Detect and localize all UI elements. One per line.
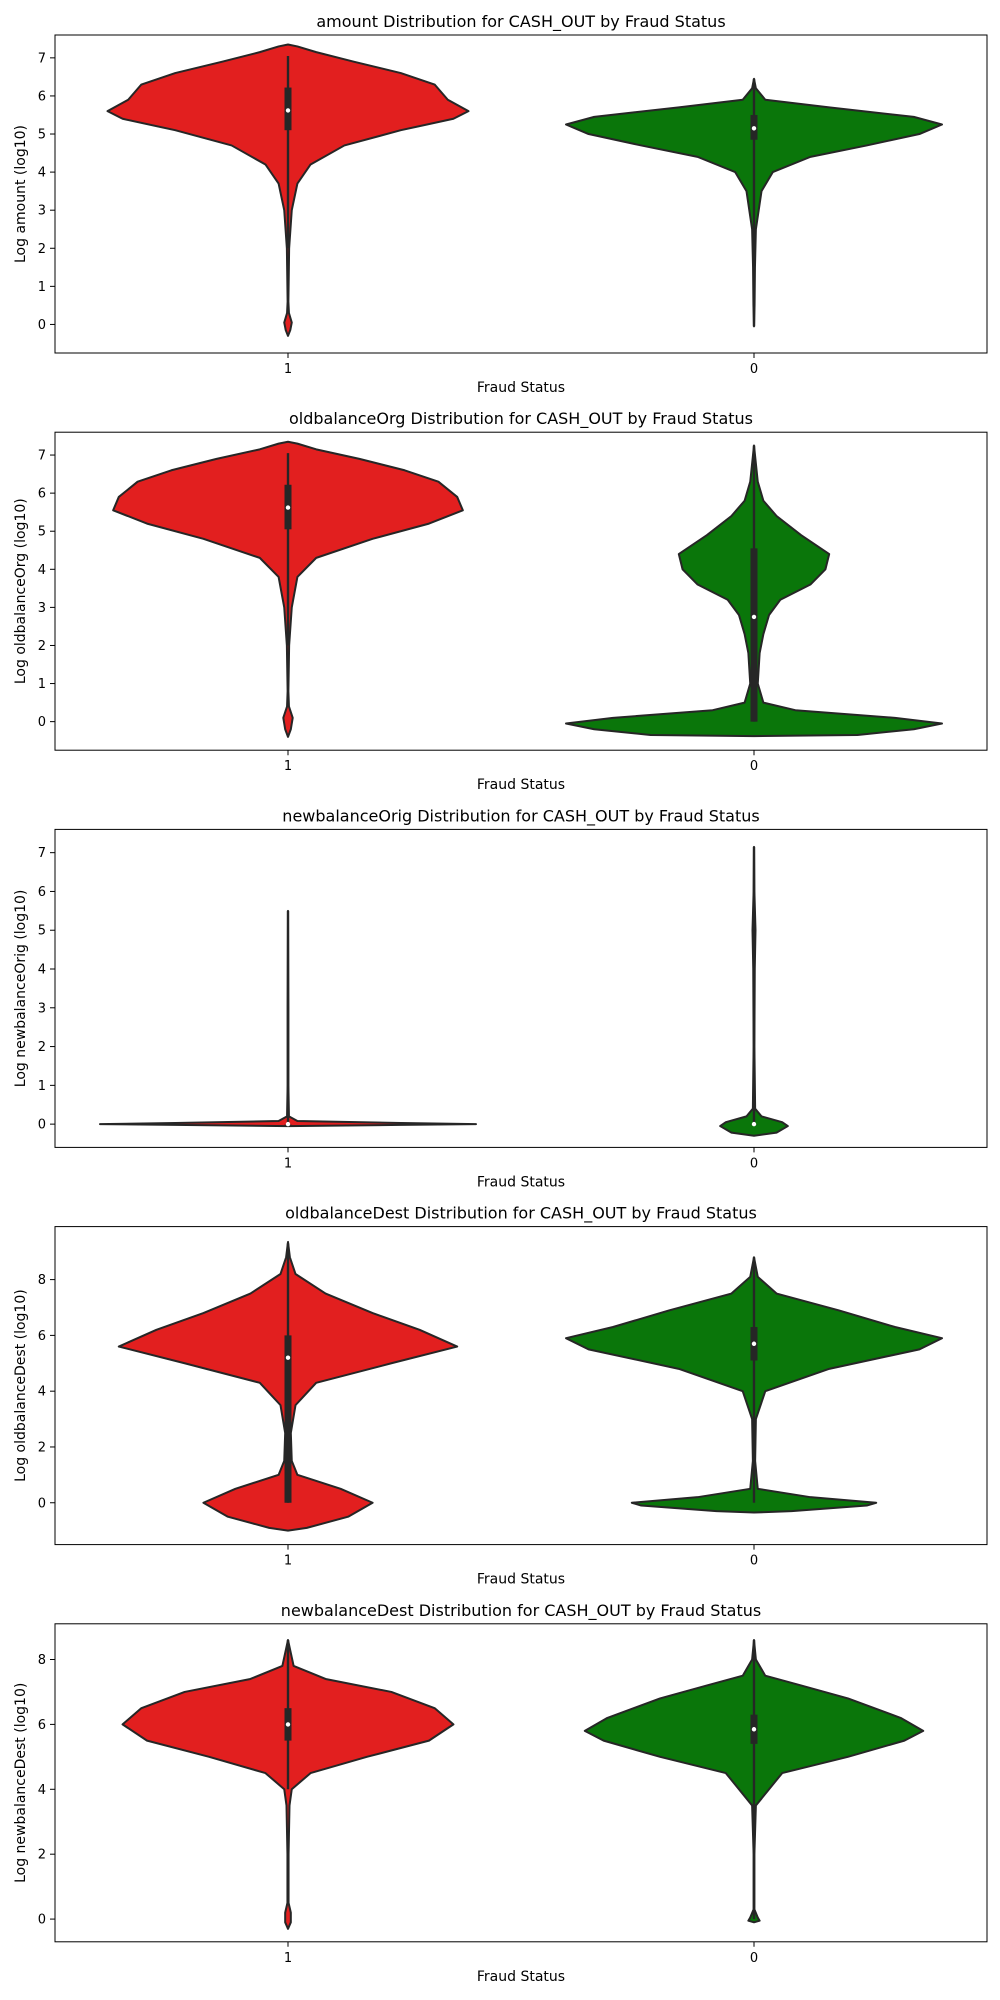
chart-title: oldbalanceOrg Distribution for CASH_OUT …	[289, 409, 753, 429]
y-tick-label: 0	[38, 715, 46, 730]
x-tick-label: 0	[750, 1554, 758, 1569]
median-dot-0	[751, 1727, 757, 1732]
y-tick-label: 0	[38, 318, 46, 333]
y-tick-label: 4	[38, 1783, 46, 1798]
plot-frame	[54, 34, 988, 354]
median-dot-1	[285, 1722, 291, 1727]
x-axis-label: Fraud Status	[477, 380, 565, 396]
y-tick-label: 2	[38, 1040, 46, 1055]
plot-frame	[54, 431, 988, 751]
y-tick-label: 4	[38, 563, 46, 578]
x-tick-label: 1	[284, 1951, 292, 1966]
y-tick-label: 3	[38, 601, 46, 616]
y-tick-label: 6	[38, 1718, 46, 1733]
y-tick-label: 4	[38, 1385, 46, 1400]
y-tick-label: 0	[38, 1913, 46, 1928]
y-tick-label: 5	[38, 128, 46, 143]
y-tick-label: 6	[38, 885, 46, 900]
y-tick-label: 4	[38, 963, 46, 978]
subplot-2: oldbalanceOrg Distribution for CASH_OUT …	[13, 409, 988, 793]
median-dot-1	[285, 108, 291, 113]
x-tick-label: 1	[284, 362, 292, 377]
plot-frame	[54, 1623, 988, 1943]
y-tick-label: 6	[38, 1329, 46, 1344]
x-tick-label: 0	[750, 1156, 758, 1171]
chart-title: amount Distribution for CASH_OUT by Frau…	[316, 12, 725, 32]
median-dot-1	[285, 505, 291, 510]
chart-title: newbalanceDest Distribution for CASH_OUT…	[281, 1601, 761, 1621]
iqr-box-0	[750, 548, 758, 722]
x-tick-label: 1	[284, 1156, 292, 1171]
y-tick-label: 1	[38, 280, 46, 295]
y-tick-label: 2	[38, 242, 46, 257]
chart-title: newbalanceOrig Distribution for CASH_OUT…	[282, 806, 759, 826]
y-tick-label: 0	[38, 1118, 46, 1133]
y-tick-label: 1	[38, 1079, 46, 1094]
y-tick-label: 7	[38, 846, 46, 861]
median-dot-0	[751, 614, 757, 620]
plot-frame	[54, 1226, 988, 1546]
x-axis-label: Fraud Status	[477, 1174, 565, 1190]
y-tick-label: 0	[38, 1496, 46, 1511]
y-axis-label: Log oldbalanceOrg (log10)	[13, 498, 29, 684]
subplot-4: oldbalanceDest Distribution for CASH_OUT…	[13, 1204, 988, 1588]
y-tick-label: 3	[38, 1001, 46, 1016]
median-dot-1	[285, 1121, 291, 1127]
y-tick-label: 3	[38, 204, 46, 219]
x-tick-label: 1	[284, 1554, 292, 1569]
y-tick-label: 8	[38, 1273, 46, 1288]
x-tick-label: 0	[750, 759, 758, 774]
plot-frame	[54, 828, 988, 1148]
x-tick-label: 0	[750, 362, 758, 377]
y-tick-label: 2	[38, 1848, 46, 1863]
y-tick-label: 8	[38, 1653, 46, 1668]
x-axis-label: Fraud Status	[477, 1572, 565, 1588]
y-tick-label: 4	[38, 166, 46, 181]
y-axis-label: Log newbalanceDest (log10)	[13, 1683, 29, 1883]
y-tick-label: 6	[38, 487, 46, 502]
median-dot-0	[751, 1121, 757, 1127]
y-tick-label: 1	[38, 677, 46, 692]
x-tick-label: 0	[750, 1951, 758, 1966]
median-dot-0	[751, 1341, 757, 1346]
subplot-1: amount Distribution for CASH_OUT by Frau…	[13, 12, 988, 396]
x-tick-label: 1	[284, 759, 292, 774]
y-tick-label: 5	[38, 525, 46, 540]
x-axis-label: Fraud Status	[477, 1969, 565, 1985]
median-dot-1	[285, 1355, 291, 1360]
y-tick-label: 7	[38, 51, 46, 66]
iqr-box-1	[284, 1335, 292, 1503]
subplot-5: newbalanceDest Distribution for CASH_OUT…	[13, 1601, 988, 1985]
y-axis-label: Log newbalanceOrig (log10)	[13, 890, 29, 1088]
y-axis-label: Log oldbalanceDest (log10)	[13, 1289, 29, 1482]
subplot-3: newbalanceOrig Distribution for CASH_OUT…	[13, 806, 988, 1190]
y-tick-label: 7	[38, 449, 46, 464]
median-dot-0	[751, 126, 757, 131]
y-tick-label: 5	[38, 924, 46, 939]
y-tick-label: 2	[38, 1440, 46, 1455]
y-axis-label: Log amount (log10)	[13, 125, 29, 263]
y-tick-label: 2	[38, 639, 46, 654]
y-tick-label: 6	[38, 89, 46, 104]
x-axis-label: Fraud Status	[477, 777, 565, 793]
chart-title: oldbalanceDest Distribution for CASH_OUT…	[285, 1204, 757, 1224]
